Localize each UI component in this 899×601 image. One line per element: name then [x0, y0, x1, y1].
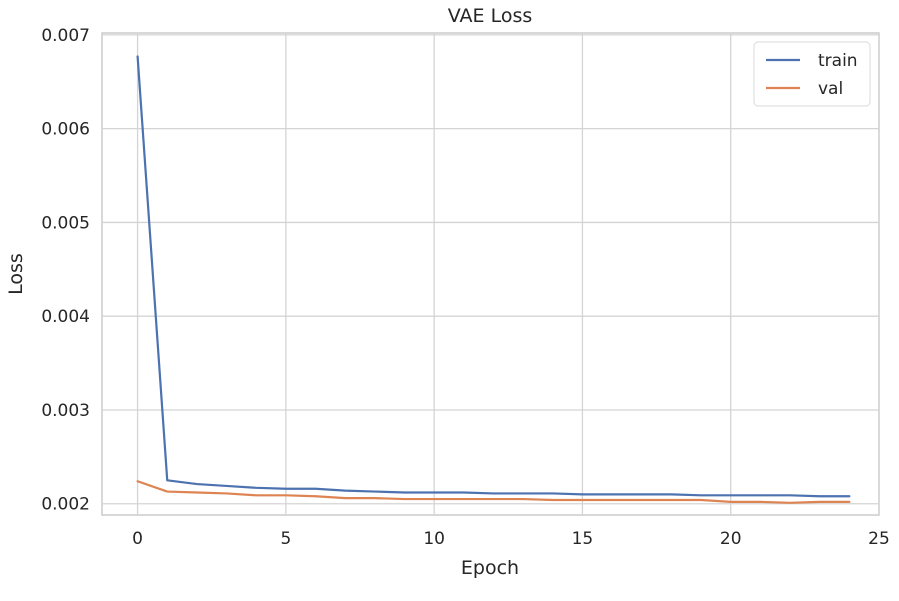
x-gridlines — [136, 33, 880, 515]
chart-title: VAE Loss — [448, 5, 533, 27]
series-line-val — [136, 480, 851, 504]
x-tick-label: 25 — [868, 529, 890, 549]
y-tick-label: 0.002 — [41, 495, 90, 515]
x-tick-label: 15 — [572, 529, 594, 549]
y-tick-label: 0.007 — [41, 26, 90, 46]
x-tick-label: 0 — [132, 529, 143, 549]
x-tick-labels: 0 5 10 15 20 25 — [132, 529, 890, 549]
legend-label-val: val — [818, 79, 843, 99]
x-tick-label: 5 — [280, 529, 291, 549]
y-gridlines — [102, 34, 879, 505]
series-line-train — [136, 55, 851, 498]
legend-box — [753, 41, 871, 107]
y-tick-label: 0.004 — [41, 307, 90, 327]
x-tick-label: 10 — [423, 529, 445, 549]
y-tick-label: 0.005 — [41, 213, 90, 233]
x-axis-label: Epoch — [461, 557, 519, 579]
legend-label-train: train — [818, 51, 858, 71]
y-axis-label: Loss — [5, 253, 27, 295]
legend: train val — [753, 41, 871, 107]
x-tick-label: 20 — [720, 529, 742, 549]
y-tick-labels: 0.002 0.003 0.004 0.005 0.006 0.007 — [41, 26, 90, 515]
y-tick-label: 0.006 — [41, 120, 90, 140]
series-lines — [136, 55, 851, 504]
y-tick-label: 0.003 — [41, 401, 90, 421]
plot-area — [101, 32, 880, 516]
